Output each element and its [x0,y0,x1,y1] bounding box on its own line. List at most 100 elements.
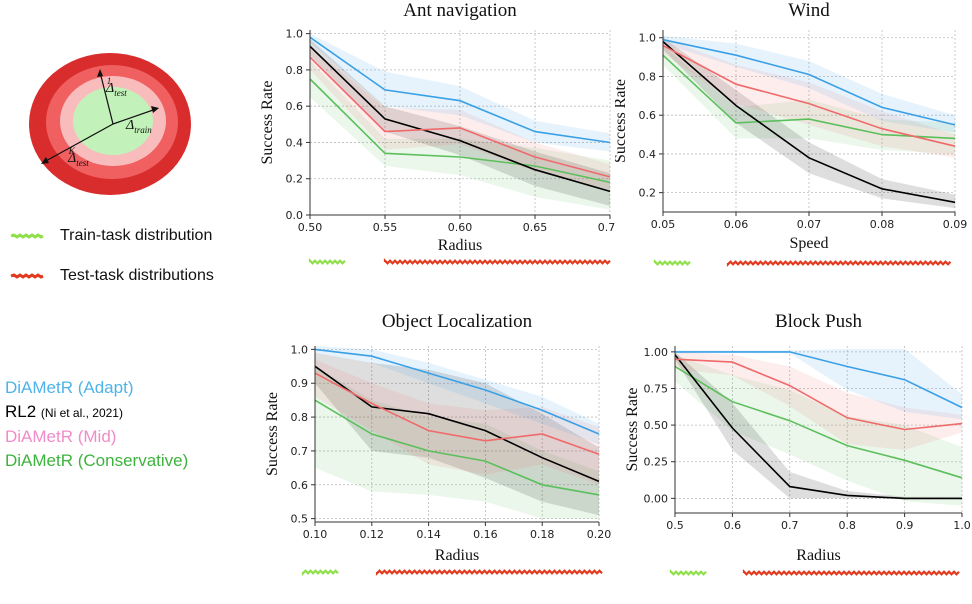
line-mid [314,372,600,456]
x-tick-label: 0.6 [724,519,742,532]
method-legend-adapt: DiAMetR (Adapt) [5,378,134,397]
y-axis-label: Success Rate [264,392,281,476]
x-tick-label: 0.07 [797,218,822,231]
chart-title: Ant navigation [403,0,517,21]
y-tick-label: 0.00 [644,492,669,505]
label-testK: ΔtestK [67,146,89,168]
line-rl2 [314,365,600,483]
chart-ant-navigation: Ant navigation 0.50 0.55 0.60 0.65 0.70 0.0 0.2… [259,0,615,265]
task-distribution-diagram: Δtest1 Δtrain ΔtestK [29,53,191,195]
x-tick-label: 0.05 [651,218,676,231]
chart-object-localization: Object Localization 0.10 0.12 0.14 0.16 0.18 0… [264,311,612,577]
train-dist-label: Train-task distribution [60,227,213,244]
test-distribution-strip [742,568,960,576]
line-conservative [674,365,963,479]
x-tick-label: 0.08 [870,218,895,231]
y-tick-label: 0.7 [291,445,309,458]
x-tick-label: 0.12 [360,528,385,541]
train-distribution-strip [669,568,707,576]
band-adapt [663,35,955,133]
train-region [73,87,153,155]
line-conservative [309,78,611,184]
x-tick-label: 0.65 [523,221,548,234]
x-tick-label: 0.10 [303,528,328,541]
x-tick-label: 0.50 [298,221,323,234]
band-conservative [315,366,599,519]
band-adapt [315,346,599,445]
line-conservative [314,399,600,496]
y-axis-label: Success Rate [624,388,641,472]
y-tick-label: 0.8 [291,411,309,424]
line-adapt [309,36,611,144]
x-tick-label: 0.55 [373,221,398,234]
label-test1: Δtest1 [105,76,127,98]
y-tick-label: 0.8 [286,64,304,77]
band-rl2 [315,352,599,516]
band-adapt [675,348,962,420]
x-axis-label: Radius [435,547,479,564]
test-distribution-strip [726,260,952,268]
method-legend-conservative: DiAMetR (Conservative) [5,451,189,470]
x-tick-label: 0.09 [943,218,968,231]
line-mid [309,56,611,178]
y-axis-label: Success Rate [615,79,629,163]
y-tick-label: 1.0 [291,343,309,356]
y-tick-label: 0.6 [286,100,304,113]
x-tick-label: 0.20 [587,528,612,541]
x-tick-label: 0.5 [666,519,684,532]
y-tick-label: 0.0 [286,209,304,222]
band-rl2 [675,351,962,499]
x-tick-label: 0.06 [724,218,749,231]
y-tick-label: 0.75 [644,382,669,395]
y-tick-label: 1.00 [644,346,669,359]
x-tick-label: 0.60 [448,221,473,234]
x-tick-label: 1.0 [953,519,971,532]
y-tick-label: 0.4 [286,136,304,149]
method-legend-rl2: RL2 (Ni et al., 2021) [5,402,123,421]
test-dist-label: Test-task distributions [60,267,214,284]
y-tick-label: 1.0 [639,32,657,45]
band-rl2 [310,39,610,206]
band-rl2 [663,37,955,209]
band-mid [310,46,610,190]
x-tick-label: 0.8 [838,519,856,532]
test-distribution-strip [383,257,611,265]
line-rl2 [309,45,611,193]
method-legend-mid: DiAMetR (Mid) [5,427,117,446]
line-rl2 [674,354,962,500]
train-distribution-strip [301,569,339,577]
method-legend: DiAMetR (Adapt) RL2 (Ni et al., 2021) Di… [5,376,255,476]
y-tick-label: 0.6 [291,479,309,492]
y-tick-label: 0.4 [639,148,657,161]
label-train: Δtrain [125,118,152,135]
train-distribution-strip [653,258,691,266]
band-conservative [310,60,610,210]
x-axis-label: Radius [796,547,840,564]
y-tick-label: 0.8 [639,70,657,83]
x-tick-label: 0.9 [896,519,914,532]
chart-title: Wind [788,0,830,21]
x-tick-label: 0.7 [781,519,799,532]
band-mid [663,37,955,158]
y-tick-label: 1.0 [286,28,304,41]
line-rl2 [662,40,956,204]
band-conservative [675,354,962,506]
y-tick-label: 0.9 [291,377,309,390]
y-tick-label: 0.5 [291,513,309,526]
line-adapt [675,351,963,409]
line-adapt [662,38,956,126]
line-mid [662,44,956,147]
x-tick-label: 0.70 [598,221,615,234]
x-tick-label: 0.14 [416,528,441,541]
band-adapt [310,33,610,152]
line-conservative [662,54,956,140]
y-tick-label: 0.25 [644,456,669,469]
x-tick-label: 0.18 [530,528,555,541]
line-mid [674,358,963,431]
y-tick-label: 0.50 [644,419,669,432]
test-dist-swatch [10,273,44,279]
train-dist-swatch [10,233,44,239]
y-tick-label: 0.6 [639,109,657,122]
chart-title: Object Localization [382,311,533,332]
y-axis-label: Success Rate [259,81,276,165]
